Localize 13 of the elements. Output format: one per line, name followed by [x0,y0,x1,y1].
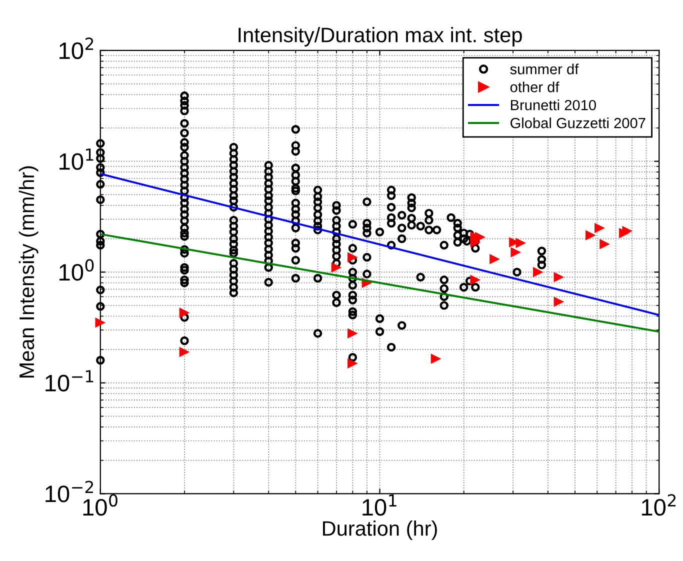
x-axis-title: Duration (hr) [322,520,437,540]
x-tick-label: 10$^{2}$ [642,494,676,516]
legend-label: Brunetti 2010 [510,100,596,110]
chart-title: Intensity/Duration max int. step [238,27,522,46]
legend-label: other df [510,82,560,92]
legend-label: Global Guzzetti 2007 [510,118,646,128]
y-tick-label: 10$^{1}$ [60,148,94,170]
x-tick-label: 10$^{1}$ [362,494,396,516]
y-axis-title: Mean Intensity (mm/hr) [18,166,38,378]
legend-label: summer df [510,64,579,74]
y-tick-label: 10$^{0}$ [60,259,94,281]
y-tick-label: 10$^{−1}$ [46,370,94,392]
y-tick-label: 10$^{2}$ [60,38,94,60]
